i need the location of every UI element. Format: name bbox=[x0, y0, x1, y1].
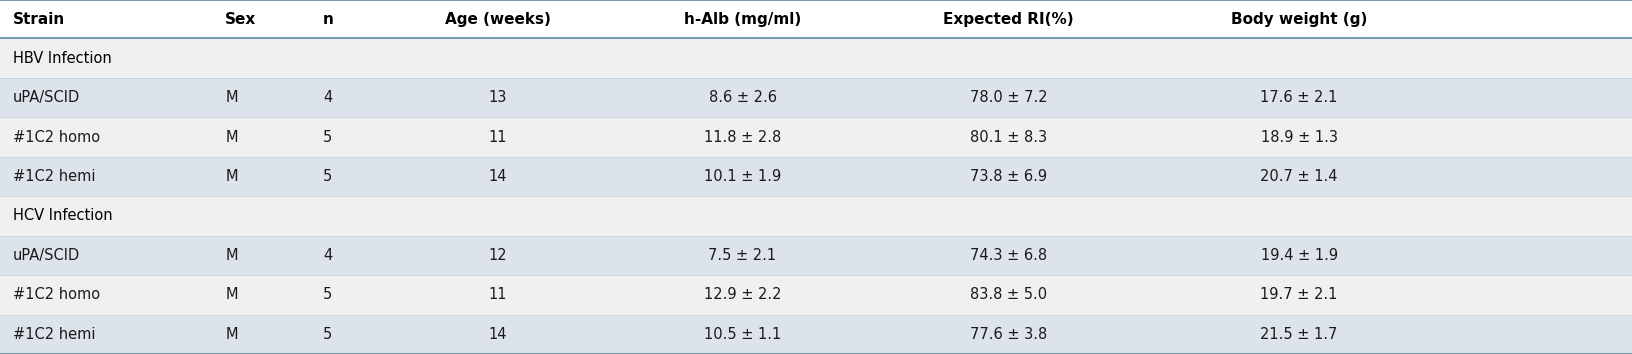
Text: 12: 12 bbox=[488, 248, 508, 263]
Text: M: M bbox=[225, 169, 238, 184]
Text: 20.7 ± 1.4: 20.7 ± 1.4 bbox=[1260, 169, 1338, 184]
Bar bbox=[0, 39, 1632, 78]
Text: Age (weeks): Age (weeks) bbox=[446, 12, 550, 27]
Text: uPA/SCID: uPA/SCID bbox=[13, 248, 80, 263]
Text: 7.5 ± 2.1: 7.5 ± 2.1 bbox=[708, 248, 777, 263]
Text: M: M bbox=[225, 130, 238, 144]
Text: 10.1 ± 1.9: 10.1 ± 1.9 bbox=[703, 169, 782, 184]
Text: h-Alb (mg/ml): h-Alb (mg/ml) bbox=[684, 12, 801, 27]
Bar bbox=[0, 78, 1632, 118]
Text: 14: 14 bbox=[488, 169, 508, 184]
Text: 80.1 ± 8.3: 80.1 ± 8.3 bbox=[969, 130, 1048, 144]
Bar bbox=[0, 0, 1632, 39]
Text: 4: 4 bbox=[323, 248, 333, 263]
Text: 5: 5 bbox=[323, 327, 333, 342]
Bar bbox=[0, 196, 1632, 236]
Text: 13: 13 bbox=[488, 90, 508, 105]
Text: 5: 5 bbox=[323, 130, 333, 144]
Text: 19.4 ± 1.9: 19.4 ± 1.9 bbox=[1260, 248, 1338, 263]
Bar bbox=[0, 236, 1632, 275]
Text: #1C2 homo: #1C2 homo bbox=[13, 287, 100, 302]
Text: uPA/SCID: uPA/SCID bbox=[13, 90, 80, 105]
Text: 4: 4 bbox=[323, 90, 333, 105]
Text: #1C2 hemi: #1C2 hemi bbox=[13, 169, 96, 184]
Text: 5: 5 bbox=[323, 287, 333, 302]
Text: #1C2 homo: #1C2 homo bbox=[13, 130, 100, 144]
Text: HCV Infection: HCV Infection bbox=[13, 209, 113, 223]
Text: 78.0 ± 7.2: 78.0 ± 7.2 bbox=[969, 90, 1048, 105]
Text: n: n bbox=[323, 12, 335, 27]
Text: 19.7 ± 2.1: 19.7 ± 2.1 bbox=[1260, 287, 1338, 302]
Text: 17.6 ± 2.1: 17.6 ± 2.1 bbox=[1260, 90, 1338, 105]
Text: 73.8 ± 6.9: 73.8 ± 6.9 bbox=[969, 169, 1048, 184]
Text: HBV Infection: HBV Infection bbox=[13, 51, 113, 66]
Text: 14: 14 bbox=[488, 327, 508, 342]
Text: 11: 11 bbox=[488, 130, 508, 144]
Text: 5: 5 bbox=[323, 169, 333, 184]
Text: Expected RI(%): Expected RI(%) bbox=[943, 12, 1074, 27]
Text: M: M bbox=[225, 248, 238, 263]
Text: M: M bbox=[225, 287, 238, 302]
Text: 21.5 ± 1.7: 21.5 ± 1.7 bbox=[1260, 327, 1338, 342]
Bar bbox=[0, 118, 1632, 157]
Text: 8.6 ± 2.6: 8.6 ± 2.6 bbox=[708, 90, 777, 105]
Text: 83.8 ± 5.0: 83.8 ± 5.0 bbox=[969, 287, 1048, 302]
Text: 77.6 ± 3.8: 77.6 ± 3.8 bbox=[969, 327, 1048, 342]
Text: M: M bbox=[225, 327, 238, 342]
Bar bbox=[0, 275, 1632, 315]
Text: #1C2 hemi: #1C2 hemi bbox=[13, 327, 96, 342]
Text: 74.3 ± 6.8: 74.3 ± 6.8 bbox=[969, 248, 1048, 263]
Text: 11: 11 bbox=[488, 287, 508, 302]
Text: Strain: Strain bbox=[13, 12, 65, 27]
Text: M: M bbox=[225, 90, 238, 105]
Text: 10.5 ± 1.1: 10.5 ± 1.1 bbox=[703, 327, 782, 342]
Text: Body weight (g): Body weight (g) bbox=[1231, 12, 1368, 27]
Text: 12.9 ± 2.2: 12.9 ± 2.2 bbox=[703, 287, 782, 302]
Bar bbox=[0, 315, 1632, 354]
Text: 11.8 ± 2.8: 11.8 ± 2.8 bbox=[703, 130, 782, 144]
Text: Sex: Sex bbox=[225, 12, 256, 27]
Bar bbox=[0, 157, 1632, 196]
Text: 18.9 ± 1.3: 18.9 ± 1.3 bbox=[1260, 130, 1338, 144]
